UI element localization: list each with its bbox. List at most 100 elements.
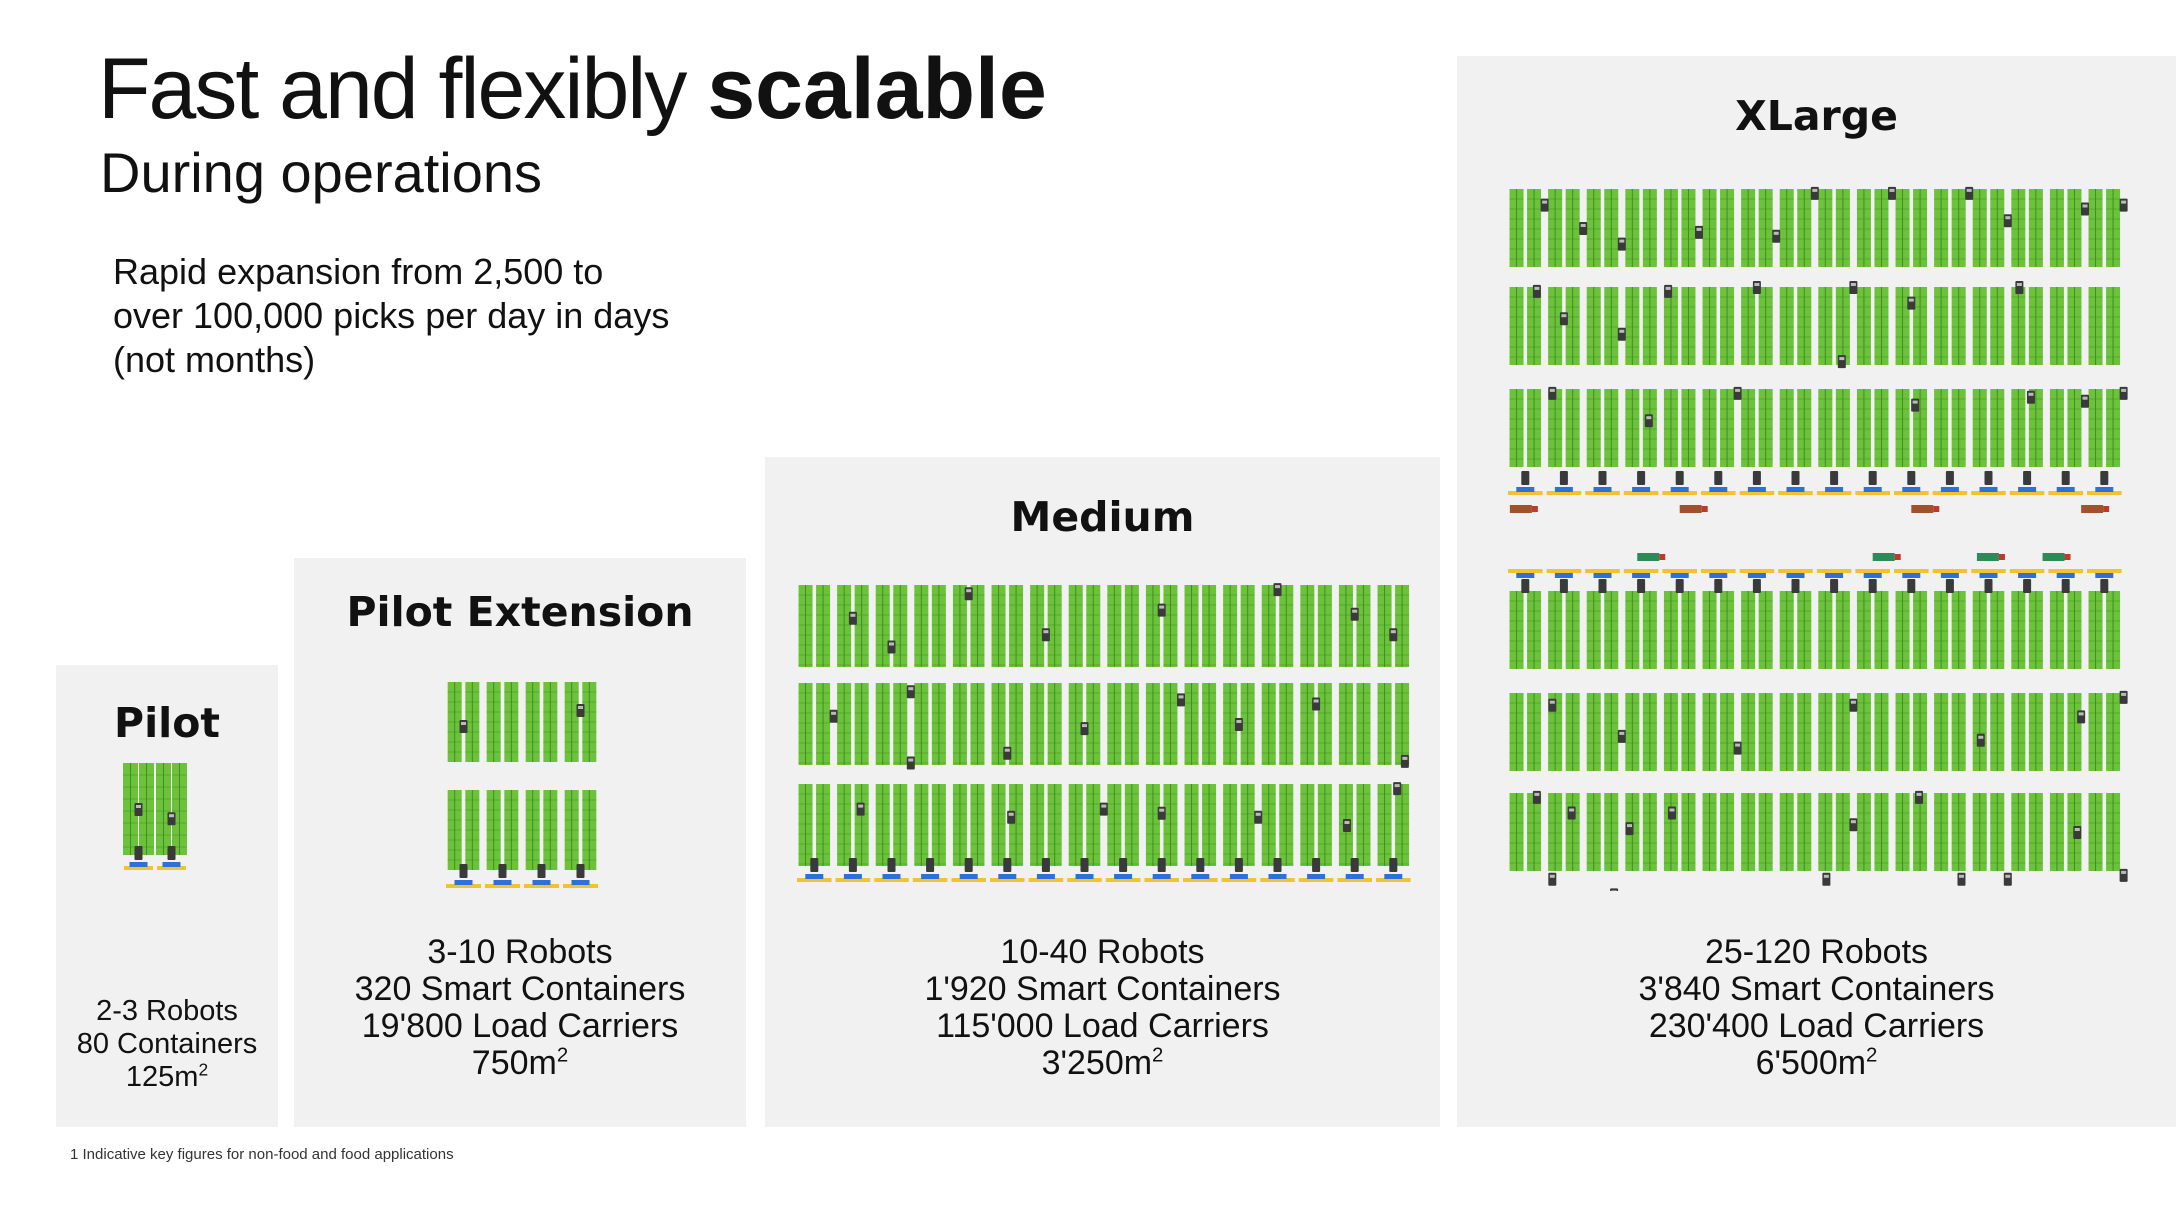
storage-rack	[1548, 189, 1563, 267]
pick-station	[1701, 471, 1736, 495]
stat-area-value: 6'500m	[1755, 1044, 1867, 1082]
storage-rack	[1030, 784, 1045, 866]
intro-text: Rapid expansion from 2,500 to over 100,0…	[113, 250, 753, 382]
storage-rack	[2011, 287, 2026, 365]
pick-station	[797, 858, 832, 882]
storage-rack	[1741, 287, 1756, 365]
storage-rack	[1835, 287, 1850, 365]
storage-rack	[2088, 591, 2103, 669]
storage-rack	[2067, 693, 2082, 771]
storage-rack	[1990, 693, 2005, 771]
storage-rack	[1009, 683, 1024, 765]
pick-station	[1260, 858, 1295, 882]
storage-rack	[1047, 585, 1062, 667]
storage-rack	[1681, 591, 1696, 669]
robot-icon	[1254, 810, 1263, 824]
storage-rack	[1625, 287, 1640, 365]
storage-rack	[854, 683, 869, 765]
storage-rack	[1395, 784, 1410, 866]
storage-rack	[447, 790, 462, 870]
storage-rack	[1642, 693, 1657, 771]
storage-rack	[1990, 189, 2005, 267]
storage-rack	[1604, 389, 1619, 467]
storage-rack	[486, 682, 501, 762]
pick-station	[524, 864, 559, 888]
storage-rack	[1681, 793, 1696, 871]
pick-station	[874, 858, 909, 882]
pick-station	[2048, 569, 2083, 593]
storage-rack	[1300, 784, 1315, 866]
storage-rack	[2067, 389, 2082, 467]
storage-rack	[1009, 585, 1024, 667]
tier-title: Pilot	[114, 699, 220, 747]
dock-marker	[2042, 553, 2071, 561]
storage-rack	[1818, 693, 1833, 771]
intro-line: Rapid expansion from 2,500 to	[113, 251, 604, 292]
storage-rack	[1663, 287, 1678, 365]
storage-rack	[525, 682, 540, 762]
pick-station	[1144, 858, 1179, 882]
storage-rack	[2106, 287, 2121, 365]
storage-rack	[1586, 389, 1601, 467]
title-bold: scalable	[707, 41, 1047, 137]
pick-station	[1971, 569, 2006, 593]
storage-rack	[893, 784, 908, 866]
storage-rack	[893, 585, 908, 667]
storage-rack	[1990, 591, 2005, 669]
robot-icon	[1157, 806, 1166, 820]
storage-rack	[1779, 389, 1794, 467]
storage-rack	[1642, 287, 1657, 365]
storage-rack	[1604, 793, 1619, 871]
storage-rack	[1527, 693, 1542, 771]
storage-rack	[875, 585, 890, 667]
storage-rack	[1720, 389, 1735, 467]
storage-rack	[1720, 189, 1735, 267]
storage-rack	[1202, 585, 1217, 667]
robot-icon	[2119, 690, 2128, 704]
robot-icon	[1976, 733, 1985, 747]
robot-icon	[1312, 697, 1321, 711]
tier-panel-xlarge: XLarge 25-120 Robots 3'840 Smart Contain…	[1457, 56, 2176, 1127]
tier-panel-pilot-extension: Pilot Extension 3-10 Robots 320 Smart Co…	[294, 558, 746, 1127]
robot-icon	[1617, 327, 1626, 341]
stat-area-value: 3'250m	[1041, 1044, 1153, 1082]
storage-rack	[2067, 189, 2082, 267]
stat-containers: 1'920 Smart Containers	[924, 970, 1281, 1008]
tier-title: Pilot Extension	[346, 588, 694, 636]
robot-icon	[1667, 806, 1676, 820]
robot-icon	[1617, 729, 1626, 743]
robot-icon	[1567, 806, 1576, 820]
storage-rack	[1395, 585, 1410, 667]
storage-rack	[1972, 793, 1987, 871]
footnote: 1 Indicative key figures for non-food an…	[70, 1146, 454, 1163]
storage-rack	[2106, 793, 2121, 871]
storage-rack	[2049, 591, 2064, 669]
storage-rack	[1702, 591, 1717, 669]
storage-rack	[1086, 683, 1101, 765]
stat-carriers: 19'800 Load Carriers	[361, 1007, 679, 1045]
storage-rack	[1509, 793, 1524, 871]
robot-icon	[2003, 872, 2012, 886]
page-title: Fast and flexibly scalable	[98, 46, 1047, 132]
pick-station	[1105, 858, 1141, 882]
robot-icon	[1548, 872, 1557, 886]
storage-rack	[1913, 189, 1928, 267]
storage-rack	[1856, 693, 1871, 771]
storage-rack	[970, 585, 985, 667]
warehouse-layout-xlarge	[1508, 186, 2128, 891]
pick-station	[1932, 569, 1968, 593]
pick-station	[1623, 569, 1659, 593]
storage-rack	[1934, 693, 1949, 771]
pick-station	[446, 864, 481, 888]
storage-rack	[582, 790, 597, 870]
robot-icon	[1003, 746, 1012, 760]
robot-icon	[1733, 386, 1742, 400]
storage-rack	[1527, 591, 1542, 669]
storage-rack	[1223, 585, 1238, 667]
stat-area: 750m2	[294, 1045, 746, 1082]
storage-rack	[1223, 784, 1238, 866]
pick-station	[1337, 858, 1372, 882]
tier-stats: 3-10 Robots 320 Smart Containers 19'800 …	[294, 934, 746, 1082]
storage-rack	[543, 790, 558, 870]
robot-icon	[1540, 198, 1549, 212]
